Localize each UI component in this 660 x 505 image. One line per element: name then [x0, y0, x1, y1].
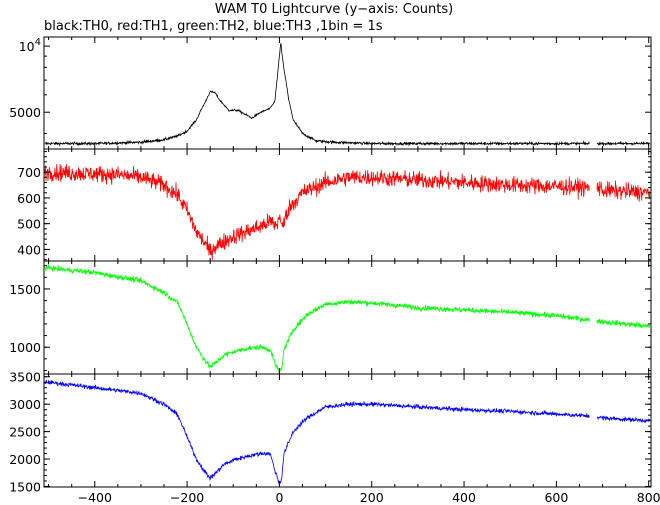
y-tick-label: 5000	[9, 105, 41, 120]
panel-0: 5000 104	[9, 36, 652, 150]
y-tick-label: 3500	[9, 370, 41, 385]
panel-frame	[43, 373, 652, 488]
y-tick-label: 104	[19, 37, 41, 54]
x-tick-label: −400	[78, 490, 112, 505]
chart-subtitle: black:TH0, red:TH1, green:TH2, blue:TH3 …	[44, 19, 383, 34]
x-tick-label: 400	[452, 490, 476, 505]
panel-1: 400 500 600 700	[17, 148, 652, 262]
panel-frame	[43, 36, 652, 150]
panels-group: 5000104400500600700100015001500200025003…	[9, 36, 660, 505]
x-tick-label: 800	[637, 490, 660, 505]
chart-title: WAM T0 Lightcurve (y−axis: Counts)	[215, 2, 453, 17]
y-tick-label: 400	[17, 242, 41, 257]
panel-2: 1000 1500	[9, 260, 652, 375]
x-tick-label: −200	[170, 490, 204, 505]
series-1-0	[44, 163, 651, 261]
y-tick-label: 500	[17, 217, 41, 232]
series-0-0	[44, 43, 651, 147]
panel-frame	[43, 148, 652, 262]
x-tick-label: 600	[544, 490, 568, 505]
y-tick-label: 700	[17, 165, 41, 180]
series-3-0	[44, 379, 651, 485]
y-tick-label: 1000	[9, 340, 41, 355]
y-tick-label: 2000	[9, 452, 41, 467]
y-tick-label: 2500	[9, 425, 41, 440]
y-tick-label: 1500	[9, 479, 41, 494]
y-tick-label: 3000	[9, 397, 41, 412]
panel-frame	[43, 260, 652, 375]
y-tick-label: 1500	[9, 282, 41, 297]
series-2-0	[44, 264, 651, 373]
panel-3: 1500 2000 2500 3000 3500 −400 −200 0 200 400 600 80…	[9, 370, 660, 505]
y-tick-label: 600	[17, 191, 41, 206]
x-tick-label: 200	[360, 490, 384, 505]
x-tick-label: 0	[275, 490, 283, 505]
